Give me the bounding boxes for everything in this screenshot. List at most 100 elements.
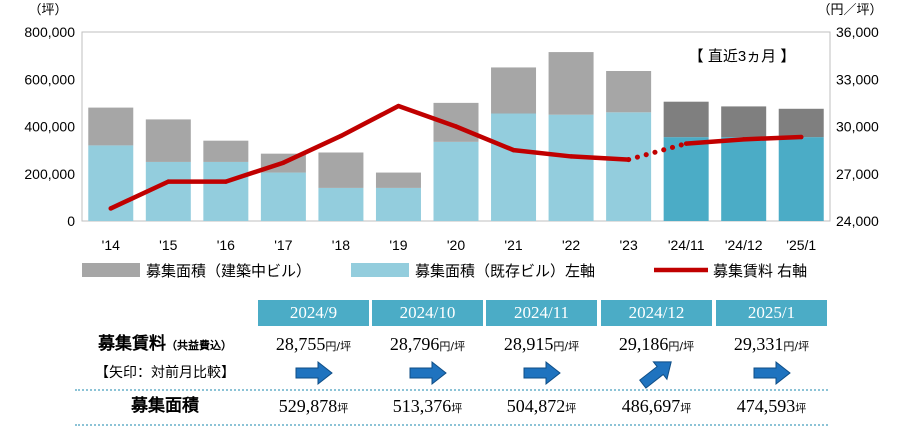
row-divider <box>75 389 828 391</box>
rent-unit: 円/坪 <box>439 340 466 353</box>
arrow-up-right-icon <box>638 361 672 389</box>
area-unit: 坪 <box>565 402 577 415</box>
rent-series-line-dotted <box>626 141 689 163</box>
legend-swatch-under-construction <box>82 263 140 277</box>
rent-point <box>568 154 574 159</box>
x-axis-category-label: '17 <box>274 237 292 253</box>
area-cell: 486,697坪 <box>601 393 712 419</box>
right-axis-tick-label: 27,000 <box>836 166 879 182</box>
rent-cell: 28,755円/坪 <box>258 331 369 357</box>
x-axis-category-label: '16 <box>217 237 235 253</box>
rent-point <box>223 179 229 184</box>
area-value: 474,593 <box>736 396 796 416</box>
rent-point <box>281 160 286 165</box>
rent-cell: 29,186円/坪 <box>601 331 712 357</box>
area-cell: 474,593坪 <box>716 393 827 419</box>
area-value: 513,376 <box>392 396 452 416</box>
bar-under-construction <box>145 119 191 162</box>
arrow-cell <box>601 360 712 389</box>
area-unit: 坪 <box>795 402 807 415</box>
bar-under-construction <box>548 52 594 115</box>
arrow-cell <box>372 360 483 386</box>
bar-under-construction <box>721 106 767 138</box>
arrow-right-icon <box>409 360 447 386</box>
bar-existing-buildings <box>548 114 594 221</box>
rent-series-line <box>108 103 631 211</box>
arrow-cell <box>486 360 597 386</box>
left-axis-tick-label: 400,000 <box>24 119 75 135</box>
left-axis-tick-label: 0 <box>67 213 75 229</box>
recent-three-months-annotation: 【 直近3ヵ月 】 <box>689 48 796 65</box>
bar-under-construction <box>663 101 709 138</box>
table-header-month: 2024/10 <box>372 300 483 326</box>
bar-existing-buildings <box>318 187 364 221</box>
area-unit: 坪 <box>337 402 349 415</box>
rent-point <box>338 133 344 139</box>
left-axis-unit: （坪） <box>28 2 67 17</box>
arrow-right-icon <box>295 360 333 386</box>
right-axis-tick-label: 30,000 <box>836 119 879 135</box>
area-value: 529,878 <box>278 396 338 416</box>
rent-point <box>108 206 113 211</box>
rent-point <box>453 124 459 129</box>
bar-existing-buildings <box>203 161 249 221</box>
x-axis-category-label: '22 <box>562 237 580 253</box>
left-axis-tick-label: 600,000 <box>24 71 75 87</box>
rent-unit: 円/坪 <box>325 340 352 353</box>
arrow-right-icon <box>753 360 791 386</box>
rent-cell: 28,796円/坪 <box>372 331 483 357</box>
area-unit: 坪 <box>680 402 692 415</box>
rent-value: 28,796 <box>389 334 440 354</box>
row-divider <box>75 424 828 426</box>
x-axis-category-label: '14 <box>102 237 120 253</box>
rent-value: 28,755 <box>275 334 326 354</box>
x-axis-category-label: '25/1 <box>786 237 816 253</box>
bar-existing-buildings <box>433 141 479 221</box>
bar-under-construction <box>318 152 364 188</box>
right-axis-tick-label: 36,000 <box>836 24 879 40</box>
rent-label: 募集賃料 <box>98 334 166 354</box>
x-axis-category-label: '19 <box>389 237 407 253</box>
table-header-month: 2024/11 <box>486 300 597 326</box>
area-value: 504,872 <box>506 396 566 416</box>
area-cell: 513,376坪 <box>372 393 483 419</box>
rent-value: 28,915 <box>503 334 554 354</box>
bar-existing-buildings <box>778 137 824 221</box>
right-axis-unit: （円／坪） <box>817 2 882 17</box>
bar-under-construction <box>491 67 537 114</box>
x-axis-category-label: '24/11 <box>668 237 705 253</box>
legend-swatch-existing <box>351 263 409 277</box>
area-cell: 504,872坪 <box>486 393 597 419</box>
x-axis-category-label: '18 <box>332 237 350 253</box>
table-header-month: 2024/12 <box>601 300 712 326</box>
bar-under-construction <box>203 140 249 162</box>
bar-existing-buildings <box>663 137 709 221</box>
rent-point <box>799 134 804 140</box>
rent-point <box>626 157 631 162</box>
rent-cell: 28,915円/坪 <box>486 331 597 357</box>
table-header-month: 2024/9 <box>258 300 369 326</box>
rent-point <box>741 137 746 142</box>
area-unit: 坪 <box>451 402 463 415</box>
table-header-month: 2025/1 <box>716 300 827 326</box>
legend-label-rent: 募集賃料 右軸 <box>713 263 807 280</box>
x-axis-category-label: '20 <box>447 237 465 253</box>
area-value: 486,697 <box>621 396 681 416</box>
rent-unit: 円/坪 <box>783 340 810 353</box>
x-axis-category-label: '24/12 <box>725 237 763 253</box>
bar-existing-buildings <box>606 112 652 221</box>
rent-label-note: （共益費込） <box>166 339 232 352</box>
x-axis-category-label: '15 <box>159 237 177 253</box>
legend-label-existing: 募集面積（既存ビル）左軸 <box>415 263 595 280</box>
right-axis-tick-label: 24,000 <box>836 213 879 229</box>
bar-under-construction <box>606 70 652 113</box>
bar-existing-buildings <box>260 172 306 221</box>
rent-unit: 円/坪 <box>553 340 580 353</box>
arrow-cell <box>716 360 827 386</box>
rent-point <box>396 103 401 109</box>
bar-existing-buildings <box>375 187 421 221</box>
rent-cell: 29,331円/坪 <box>716 331 827 357</box>
vacancy-rent-chart: 0 200,000 400,000 600,000 800,000 24,000 27,00… <box>24 2 882 280</box>
rent-value: 29,186 <box>618 334 669 354</box>
